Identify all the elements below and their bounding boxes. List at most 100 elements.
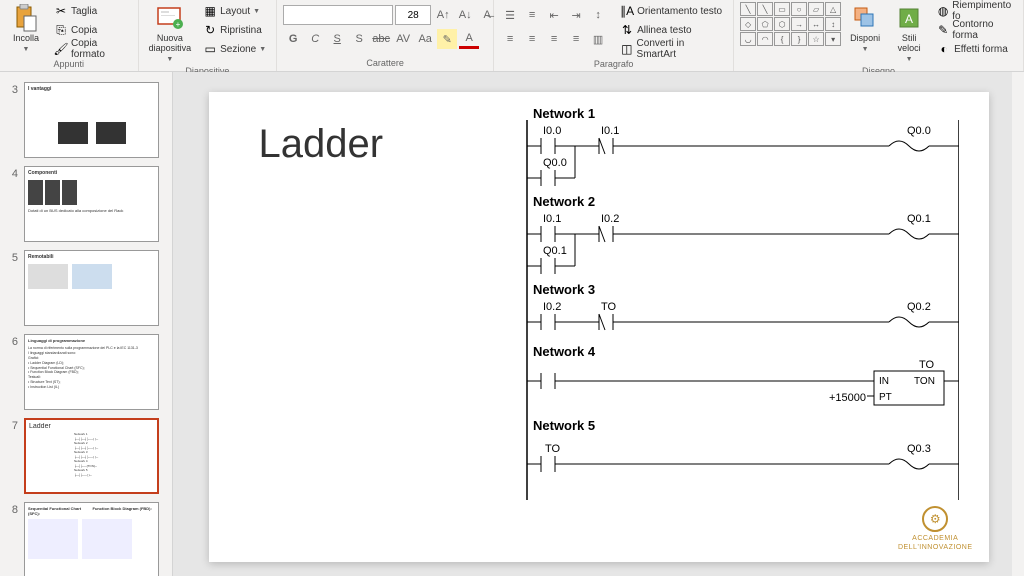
italic-button[interactable]: C [305, 29, 325, 49]
align-text-button[interactable]: ⇅ Allinea testo [616, 21, 727, 39]
indent-inc-button[interactable]: ⇥ [566, 5, 586, 25]
svg-text:Q0.1: Q0.1 [543, 245, 567, 257]
strike-button[interactable]: abc [371, 29, 391, 49]
chevron-down-icon: ▼ [166, 56, 173, 63]
svg-text:Network 5: Network 5 [533, 418, 595, 433]
svg-text:Network 1: Network 1 [533, 106, 595, 121]
svg-text:Q0.1: Q0.1 [907, 213, 931, 225]
section-icon: ▭ [203, 42, 217, 56]
grow-font-button[interactable]: A↑ [433, 5, 453, 25]
shape-outline-button[interactable]: ✎ Contorno forma [933, 21, 1017, 39]
ribbon-group-slides: + Nuova diapositiva ▼ ▦ Layout ▼ ↻ Ripri… [139, 0, 278, 71]
highlight-button[interactable]: ✎ [437, 29, 457, 49]
font-color-button[interactable]: A [459, 29, 479, 49]
shapes-gallery[interactable]: ╲╲▭○▱△ ◇⬠⬡→↔↕ ◡◠{}☆▾ [740, 2, 841, 46]
ribbon-group-drawing: ╲╲▭○▱△ ◇⬠⬡→↔↕ ◡◠{}☆▾ Disponi ▼ A Stili v… [734, 0, 1024, 71]
numbering-button[interactable]: ≡ [522, 5, 542, 25]
svg-text:TON: TON [914, 376, 935, 387]
svg-text:Q0.3: Q0.3 [907, 443, 931, 455]
logo: ⚙ ACCADEMIADELL'INNOVAZIONE [898, 506, 973, 552]
quick-styles-button[interactable]: A Stili veloci ▼ [889, 2, 929, 65]
indent-dec-button[interactable]: ⇤ [544, 5, 564, 25]
line-spacing-button[interactable]: ↕ [588, 5, 608, 25]
smartart-button[interactable]: ◫ Converti in SmartArt [616, 40, 727, 58]
svg-text:IN: IN [879, 376, 889, 387]
ribbon-group-paragraph: ☰ ≡ ⇤ ⇥ ↕ ≡ ≡ ≡ ≡ ▥ ∥A Orientamento test [494, 0, 734, 71]
shrink-font-button[interactable]: A↓ [455, 5, 475, 25]
thumbnail-3[interactable]: 3 I vantaggi [0, 78, 172, 162]
svg-text:Q0.0: Q0.0 [543, 157, 567, 169]
text-direction-icon: ∥A [620, 4, 634, 18]
shape-fill-button[interactable]: ◍ Riempimento fo [933, 2, 1017, 20]
group-label-paragraph: Paragrafo [500, 58, 727, 70]
svg-text:TO: TO [919, 359, 935, 371]
thumbnail-5[interactable]: 5 Remotabili [0, 246, 172, 330]
scrollbar-vertical[interactable] [1012, 72, 1024, 576]
thumbnail-6[interactable]: 6 Linguaggi di programmazioneLa norma di… [0, 330, 172, 414]
svg-text:+: + [176, 20, 181, 29]
copy-button[interactable]: ⎘ Copia [50, 21, 132, 39]
slide[interactable]: Ladder Network 1 I0.0 I0.1 Q0.0 Q0.0 [209, 92, 989, 562]
svg-text:Network 4: Network 4 [533, 344, 596, 359]
format-painter-button[interactable]: 🖌 Copia formato [50, 40, 132, 58]
ribbon-group-clipboard: Incolla ▼ ✂ Taglia ⎘ Copia 🖌 Copia forma… [0, 0, 139, 71]
svg-text:Q0.2: Q0.2 [907, 301, 931, 313]
svg-text:I0.2: I0.2 [543, 301, 561, 313]
smartart-icon: ◫ [620, 42, 633, 56]
font-size-select[interactable] [395, 5, 431, 25]
scissors-icon: ✂ [54, 4, 68, 18]
case-button[interactable]: Aa [415, 29, 435, 49]
svg-text:Q0.0: Q0.0 [907, 125, 931, 137]
layout-icon: ▦ [203, 4, 217, 18]
thumbnails-panel[interactable]: 3 I vantaggi 4 ComponentiDotati di un BU… [0, 72, 173, 576]
thumbnail-8[interactable]: 8 Sequential Functional Chart (SFC):Func… [0, 498, 172, 576]
svg-text:I0.1: I0.1 [543, 213, 561, 225]
ribbon-group-font: A↑ A↓ A̶ G C S S abc AV Aa ✎ A Carattere [277, 0, 494, 71]
spacing-button[interactable]: AV [393, 29, 413, 49]
section-button[interactable]: ▭ Sezione ▼ [199, 40, 270, 58]
brush-icon: 🖌 [54, 42, 68, 56]
new-slide-icon: + [156, 4, 184, 32]
svg-text:A: A [905, 12, 913, 26]
font-family-select[interactable] [283, 5, 393, 25]
reset-button[interactable]: ↻ Ripristina [199, 21, 270, 39]
outline-icon: ✎ [937, 23, 949, 37]
effects-icon: ◐ [937, 42, 951, 56]
quick-styles-icon: A [895, 4, 923, 32]
align-right-button[interactable]: ≡ [544, 29, 564, 49]
new-slide-button[interactable]: + Nuova diapositiva ▼ [145, 2, 196, 65]
svg-text:I0.1: I0.1 [601, 125, 619, 137]
align-center-button[interactable]: ≡ [522, 29, 542, 49]
ladder-diagram: Network 1 I0.0 I0.1 Q0.0 Q0.0 Network 2 … [519, 106, 959, 506]
svg-text:I0.2: I0.2 [601, 213, 619, 225]
reset-icon: ↻ [203, 23, 217, 37]
paste-button[interactable]: Incolla ▼ [6, 2, 46, 55]
columns-button[interactable]: ▥ [588, 29, 608, 49]
text-direction-button[interactable]: ∥A Orientamento testo [616, 2, 727, 20]
chevron-down-icon: ▼ [23, 46, 30, 53]
underline-button[interactable]: S [327, 29, 347, 49]
align-left-button[interactable]: ≡ [500, 29, 520, 49]
group-label-clipboard: Appunti [6, 58, 132, 70]
shadow-button[interactable]: S [349, 29, 369, 49]
thumbnail-4[interactable]: 4 ComponentiDotati di un BUS dedicato al… [0, 162, 172, 246]
svg-text:Network 3: Network 3 [533, 282, 595, 297]
layout-button[interactable]: ▦ Layout ▼ [199, 2, 270, 20]
slide-canvas[interactable]: Ladder Network 1 I0.0 I0.1 Q0.0 Q0.0 [173, 72, 1024, 576]
logo-icon: ⚙ [922, 506, 948, 532]
justify-button[interactable]: ≡ [566, 29, 586, 49]
svg-text:I0.0: I0.0 [543, 125, 561, 137]
bullets-button[interactable]: ☰ [500, 5, 520, 25]
thumbnail-7[interactable]: 7 LadderNetwork 1├─┤├─┤├──( )─Network 2├… [0, 414, 172, 498]
copy-icon: ⎘ [54, 23, 68, 37]
shape-effects-button[interactable]: ◐ Effetti forma [933, 40, 1017, 58]
svg-text:Network 2: Network 2 [533, 194, 595, 209]
arrange-icon [851, 4, 879, 32]
svg-text:TO: TO [601, 301, 617, 313]
bold-button[interactable]: G [283, 29, 303, 49]
svg-text:PT: PT [879, 392, 892, 403]
align-text-icon: ⇅ [620, 23, 634, 37]
arrange-button[interactable]: Disponi ▼ [845, 2, 885, 55]
cut-button[interactable]: ✂ Taglia [50, 2, 132, 20]
svg-text:TO: TO [545, 443, 561, 455]
